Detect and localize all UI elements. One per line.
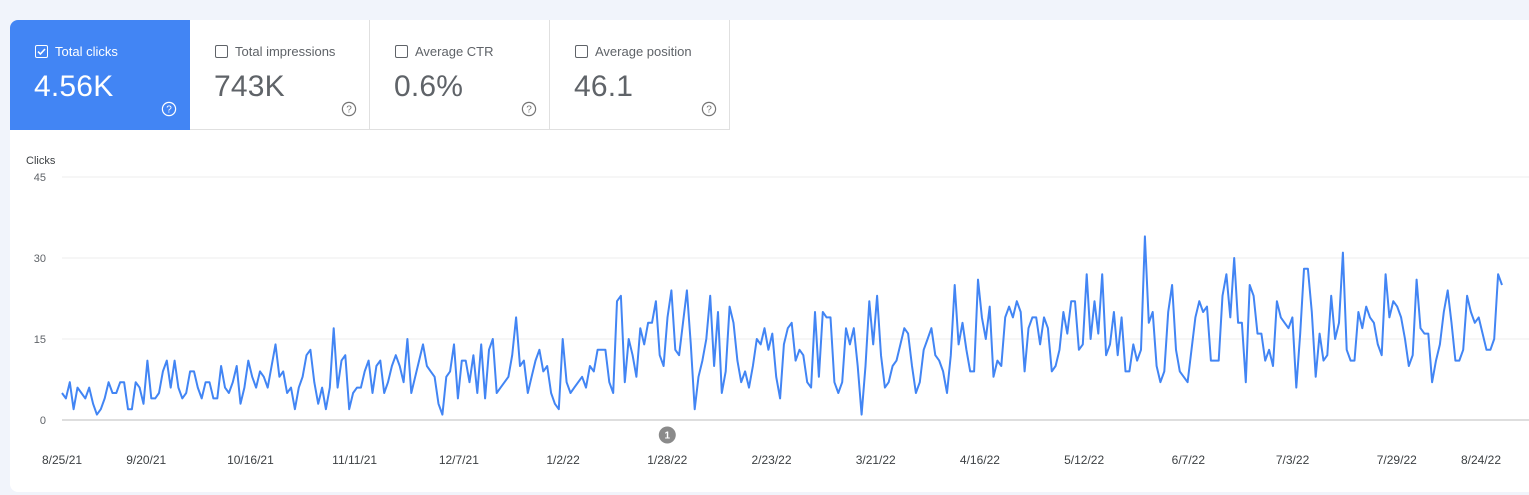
metric-value: 743K (214, 70, 285, 103)
y-tick-labels: 0 15 30 45 (34, 172, 46, 427)
help-icon[interactable]: ? (521, 101, 537, 117)
x-tick-label: 12/7/21 (439, 453, 479, 467)
x-tick-label: 7/3/22 (1276, 453, 1310, 467)
performance-panel: Total clicks 4.56K ? Total impressions 7… (10, 20, 1529, 492)
x-tick-label: 3/21/22 (856, 453, 896, 467)
metric-card-total-clicks[interactable]: Total clicks 4.56K ? (10, 20, 190, 130)
metric-value: 46.1 (574, 70, 634, 103)
checkbox-icon[interactable] (215, 45, 228, 58)
annotation-label: 1 (665, 431, 671, 442)
svg-text:?: ? (526, 104, 532, 115)
metric-card-average-ctr[interactable]: Average CTR 0.6% ? (370, 20, 550, 130)
x-tick-label: 8/25/21 (42, 453, 82, 467)
x-tick-label: 2/23/22 (751, 453, 791, 467)
y-tick-label: 0 (40, 415, 46, 427)
x-tick-label: 1/2/22 (546, 453, 580, 467)
metric-card-total-impressions[interactable]: Total impressions 743K ? (190, 20, 370, 130)
series-line-clicks (61, 235, 1503, 416)
metric-card-average-position[interactable]: Average position 46.1 ? (550, 20, 730, 130)
help-icon[interactable]: ? (341, 101, 357, 117)
checkbox-icon[interactable] (575, 45, 588, 58)
grid-lines (62, 176, 1529, 421)
metric-cards: Total clicks 4.56K ? Total impressions 7… (10, 20, 730, 130)
svg-text:?: ? (706, 104, 712, 115)
y-tick-label: 30 (34, 253, 46, 265)
x-tick-label: 5/12/22 (1064, 453, 1104, 467)
metric-label: Average CTR (415, 44, 494, 59)
checkbox-icon[interactable] (395, 45, 408, 58)
y-axis-label: Clicks (26, 155, 56, 167)
y-tick-label: 15 (34, 334, 46, 346)
annotation-circle[interactable] (658, 426, 676, 444)
metric-value: 0.6% (394, 70, 464, 103)
x-tick-label: 9/20/21 (126, 453, 166, 467)
x-tick-label: 10/16/21 (227, 453, 274, 467)
x-tick-label: 4/16/22 (960, 453, 1000, 467)
help-icon[interactable]: ? (701, 101, 717, 117)
x-tick-label: 1/28/22 (647, 453, 687, 467)
x-tick-label: 11/11/21 (332, 453, 377, 467)
metric-label: Total impressions (235, 44, 336, 59)
x-tick-label: 8/24/22 (1461, 453, 1501, 467)
svg-text:?: ? (166, 104, 172, 115)
x-tick-label: 6/7/22 (1172, 453, 1206, 467)
metric-value: 4.56K (34, 70, 114, 103)
x-tick-labels: 8/25/21 9/20/21 10/16/21 11/11/21 12/7/21 1/2… (42, 453, 1501, 467)
y-tick-label: 45 (34, 172, 46, 184)
metric-label: Average position (595, 44, 692, 59)
help-icon[interactable]: ? (161, 101, 177, 117)
x-tick-label: 7/29/22 (1377, 453, 1417, 467)
svg-text:?: ? (346, 104, 352, 115)
annotation-marker[interactable]: 1 (658, 426, 676, 444)
checkbox-checked-icon[interactable] (35, 45, 48, 58)
metric-label: Total clicks (55, 44, 118, 59)
